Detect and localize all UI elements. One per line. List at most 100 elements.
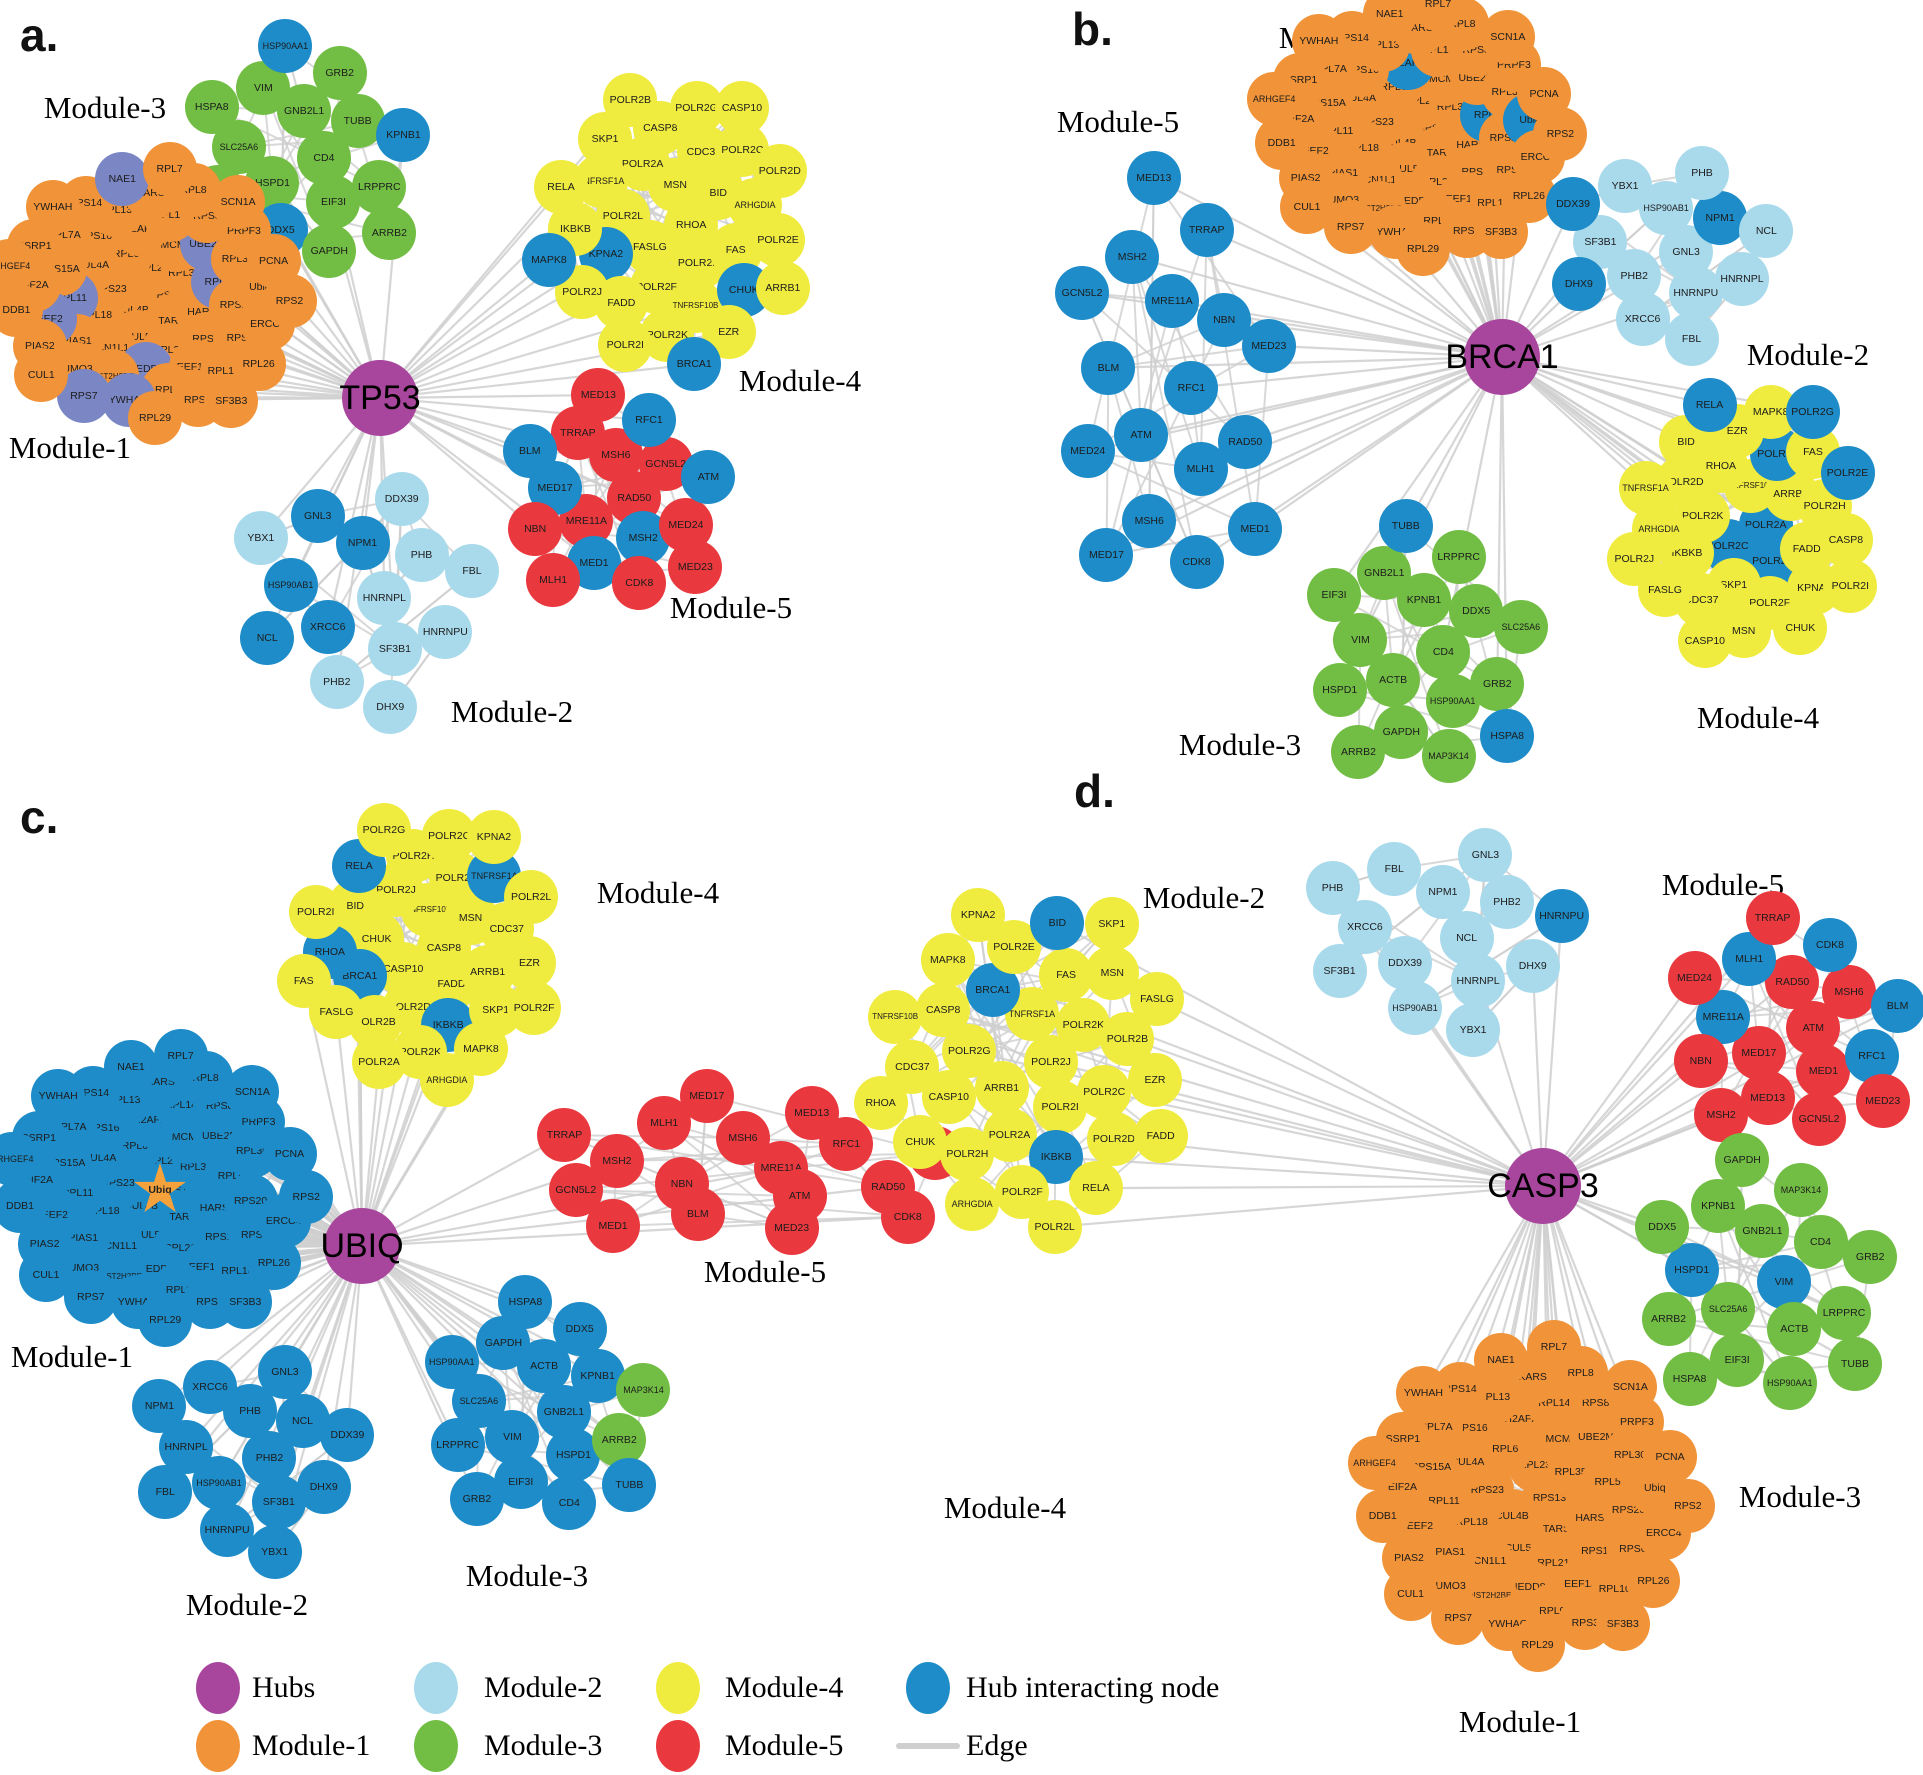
node-BRCA1[interactable]: BRCA1 xyxy=(667,337,722,392)
node-BLM[interactable]: BLM xyxy=(1870,978,1923,1033)
node-SF3B3[interactable]: SF3B3 xyxy=(1474,205,1529,260)
node-MSH6[interactable]: MSH6 xyxy=(715,1110,770,1165)
node-MAP3K14[interactable]: MAP3K14 xyxy=(1774,1163,1829,1218)
node-FBL[interactable]: FBL xyxy=(1367,841,1422,896)
node-CDK8[interactable]: CDK8 xyxy=(612,556,667,611)
node-GNL3[interactable]: GNL3 xyxy=(257,1345,312,1400)
node-FBL[interactable]: FBL xyxy=(1664,312,1719,367)
node-SF3B3[interactable]: SF3B3 xyxy=(204,373,259,428)
node-MED24[interactable]: MED24 xyxy=(1667,951,1722,1006)
node-GRB2[interactable]: GRB2 xyxy=(312,46,367,101)
node-ARHGEF4[interactable]: ARHGEF4 xyxy=(1247,72,1302,127)
node-YWHAH[interactable]: YWHAH xyxy=(25,179,80,234)
node-CUL1[interactable]: CUL1 xyxy=(14,348,69,403)
node-ARRB2[interactable]: ARRB2 xyxy=(1641,1291,1696,1346)
node-NAE1[interactable]: NAE1 xyxy=(1474,1333,1529,1388)
node-YWHAH[interactable]: YWHAH xyxy=(1396,1365,1451,1420)
node-DDX39[interactable]: DDX39 xyxy=(1378,935,1433,990)
node-MED17[interactable]: MED17 xyxy=(679,1068,734,1123)
node-RPL7[interactable]: RPL7 xyxy=(1526,1320,1581,1375)
node-MRE11A[interactable]: MRE11A xyxy=(1145,273,1199,328)
node-HSPD1[interactable]: HSPD1 xyxy=(1312,663,1367,718)
node-POLR2H[interactable]: POLR2H xyxy=(940,1126,995,1181)
node-POLR2G[interactable]: POLR2G xyxy=(669,80,724,135)
node-MED24[interactable]: MED24 xyxy=(1060,424,1115,479)
node-PHB[interactable]: PHB xyxy=(1675,145,1730,200)
node-CHUK[interactable]: CHUK xyxy=(1773,600,1828,655)
node-HNRNPU[interactable]: HNRNPU xyxy=(1668,265,1723,320)
node-GCN5L2[interactable]: GCN5L2 xyxy=(1055,265,1109,320)
node-VIM[interactable]: VIM xyxy=(1756,1255,1811,1309)
node-ATM[interactable]: ATM xyxy=(681,450,736,505)
node-TNFRSF10B[interactable]: TNFRSF10B xyxy=(868,989,923,1044)
node-XRCC6[interactable]: XRCC6 xyxy=(1615,291,1670,346)
node-RFC1[interactable]: RFC1 xyxy=(621,393,676,448)
node-SCN1A[interactable]: SCN1A xyxy=(1603,1360,1658,1415)
node-PHB2[interactable]: PHB2 xyxy=(1479,875,1534,930)
node-XRCC6[interactable]: XRCC6 xyxy=(183,1359,238,1414)
node-LRPPRC[interactable]: LRPPRC xyxy=(1817,1286,1871,1341)
node-SCN1A[interactable]: SCN1A xyxy=(225,1064,280,1119)
node-MED23[interactable]: MED23 xyxy=(1241,318,1296,373)
node-RPL29[interactable]: RPL29 xyxy=(138,1293,193,1348)
node-RPL29[interactable]: RPL29 xyxy=(1396,222,1451,276)
node-MED17[interactable]: MED17 xyxy=(1731,1025,1786,1080)
node-TUBB[interactable]: TUBB xyxy=(1378,499,1433,554)
node-PHB[interactable]: PHB xyxy=(1305,860,1360,915)
node-RPS7[interactable]: RPS7 xyxy=(63,1270,118,1325)
node-POLR2A[interactable]: POLR2A xyxy=(352,1035,407,1090)
node-POLR2I[interactable]: POLR2I xyxy=(598,318,653,372)
node-SCN1A[interactable]: SCN1A xyxy=(211,175,266,230)
node-HSPD1[interactable]: HSPD1 xyxy=(1664,1243,1719,1298)
node-SLC25A6[interactable]: SLC25A6 xyxy=(1701,1282,1756,1337)
node-NAE1[interactable]: NAE1 xyxy=(103,1040,158,1095)
node-NCL[interactable]: NCL xyxy=(1739,203,1794,258)
node-RPL29[interactable]: RPL29 xyxy=(1510,1617,1565,1672)
node-DDB1[interactable]: DDB1 xyxy=(0,1178,47,1233)
node-TRRAP[interactable]: TRRAP xyxy=(1745,891,1800,946)
node-MED13[interactable]: MED13 xyxy=(784,1086,839,1141)
node-HNRNPL[interactable]: HNRNPL xyxy=(1451,953,1506,1008)
node-GRB2[interactable]: GRB2 xyxy=(449,1472,504,1527)
node-CDK8[interactable]: CDK8 xyxy=(1803,918,1858,973)
node-RELA[interactable]: RELA xyxy=(1068,1161,1123,1216)
node-NBN[interactable]: NBN xyxy=(508,502,563,557)
node-PHB2[interactable]: PHB2 xyxy=(309,654,364,709)
node-DHX9[interactable]: DHX9 xyxy=(1551,256,1606,311)
node-HSP90AB1[interactable]: HSP90AB1 xyxy=(263,558,318,613)
node-XRCC6[interactable]: XRCC6 xyxy=(300,600,355,655)
node-TUBB[interactable]: TUBB xyxy=(1828,1336,1882,1391)
node-RELA[interactable]: RELA xyxy=(1682,377,1737,432)
node-POLR2F[interactable]: POLR2F xyxy=(995,1164,1050,1219)
node-DDX39[interactable]: DDX39 xyxy=(1546,177,1600,232)
node-POLR2J[interactable]: POLR2J xyxy=(1607,531,1662,586)
node-ARHGDIA[interactable]: ARHGDIA xyxy=(945,1176,1000,1231)
node-MED1[interactable]: MED1 xyxy=(586,1198,641,1253)
node-GNB2L1[interactable]: GNB2L1 xyxy=(1735,1204,1790,1259)
node-NBN[interactable]: NBN xyxy=(1673,1034,1728,1089)
node-ARRB2[interactable]: ARRB2 xyxy=(592,1413,647,1468)
hub-node-CASP3[interactable]: CASP3 xyxy=(1487,1148,1599,1224)
node-CASP8[interactable]: CASP8 xyxy=(916,982,971,1037)
node-RPL7[interactable]: RPL7 xyxy=(142,141,197,196)
node-YBX1[interactable]: YBX1 xyxy=(233,511,288,566)
node-GNL3[interactable]: GNL3 xyxy=(290,488,345,543)
node-MSH6[interactable]: MSH6 xyxy=(1822,965,1877,1020)
node-CASP8[interactable]: CASP8 xyxy=(1818,512,1873,567)
node-CD4[interactable]: CD4 xyxy=(542,1476,597,1531)
node-NPM1[interactable]: NPM1 xyxy=(335,516,390,571)
node-YWHAH[interactable]: YWHAH xyxy=(31,1069,86,1124)
node-BID[interactable]: BID xyxy=(1659,414,1714,469)
node-DHX9[interactable]: DHX9 xyxy=(1505,939,1560,994)
node-HSPD1[interactable]: HSPD1 xyxy=(546,1427,601,1482)
node-DDX39[interactable]: DDX39 xyxy=(374,472,429,527)
node-MED23[interactable]: MED23 xyxy=(1855,1074,1910,1129)
node-RPS2[interactable]: RPS2 xyxy=(1660,1478,1715,1533)
node-MSH6[interactable]: MSH6 xyxy=(1122,494,1177,549)
node-GAPDH[interactable]: GAPDH xyxy=(1374,705,1429,760)
node-VIM[interactable]: VIM xyxy=(1333,612,1388,667)
node-NAE1[interactable]: NAE1 xyxy=(95,152,150,207)
node-RAD50[interactable]: RAD50 xyxy=(1218,414,1273,469)
node-HSP90AA1[interactable]: HSP90AA1 xyxy=(1762,1356,1817,1411)
node-YWHAH[interactable]: YWHAH xyxy=(1291,13,1346,68)
